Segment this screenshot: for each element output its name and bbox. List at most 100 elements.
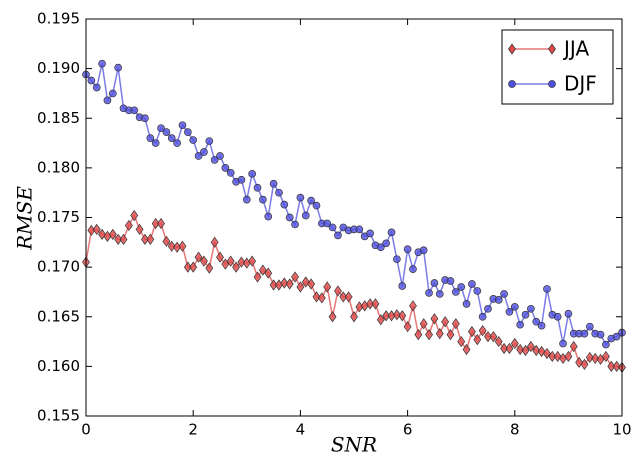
point <box>537 321 546 330</box>
point <box>301 276 310 288</box>
point <box>607 360 616 372</box>
x-tick-label: 2 <box>188 421 198 439</box>
point <box>280 277 289 289</box>
point <box>382 310 391 322</box>
point <box>130 209 139 222</box>
x-tick-label: 0 <box>81 421 91 439</box>
y-tick-label: 0.180 <box>37 158 80 176</box>
point <box>516 343 525 356</box>
x-tick-label: 4 <box>296 421 306 439</box>
point <box>360 300 369 312</box>
point <box>157 217 165 230</box>
point <box>371 298 380 310</box>
point <box>296 281 305 293</box>
point <box>403 245 412 254</box>
point <box>543 285 551 293</box>
point <box>414 329 423 341</box>
point <box>446 329 455 341</box>
point <box>280 200 289 209</box>
point <box>205 262 214 274</box>
point <box>376 243 385 252</box>
point <box>526 340 535 353</box>
point <box>451 318 460 330</box>
point <box>473 333 482 346</box>
legend-label: JJA <box>562 37 589 61</box>
point <box>462 299 471 308</box>
legend-marker <box>548 43 556 55</box>
point <box>264 267 273 279</box>
point <box>596 353 605 366</box>
point <box>237 175 246 184</box>
point <box>516 320 525 329</box>
point <box>505 342 514 355</box>
x-tick-label: 6 <box>403 421 413 439</box>
point <box>291 220 299 229</box>
point <box>226 255 235 267</box>
point <box>307 196 315 205</box>
point <box>494 296 503 304</box>
point <box>425 289 433 297</box>
legend-marker <box>508 80 516 88</box>
point <box>419 318 428 330</box>
y-tick-label: 0.190 <box>37 59 80 77</box>
point <box>178 240 187 252</box>
point <box>189 261 198 273</box>
point <box>403 321 412 333</box>
point <box>178 121 187 130</box>
point <box>141 114 149 123</box>
point <box>135 223 144 236</box>
point <box>194 152 203 160</box>
point <box>580 358 589 371</box>
point <box>242 257 251 269</box>
point <box>500 290 508 298</box>
x-tick-label: 10 <box>612 421 631 439</box>
point <box>334 231 342 240</box>
point <box>183 128 192 136</box>
point <box>430 279 439 287</box>
point <box>146 134 155 142</box>
point <box>146 233 155 245</box>
point <box>532 317 541 326</box>
point <box>553 312 562 321</box>
point <box>392 309 401 321</box>
point <box>216 251 224 263</box>
point <box>451 288 460 296</box>
point <box>339 291 348 303</box>
point <box>312 201 321 210</box>
legend-box <box>501 29 614 105</box>
point <box>543 347 551 360</box>
legend-marker <box>548 80 556 88</box>
point <box>124 219 133 232</box>
point <box>103 96 112 105</box>
point <box>98 59 106 68</box>
point <box>210 156 219 164</box>
point <box>355 225 364 234</box>
point <box>291 271 299 283</box>
point <box>323 281 332 293</box>
point <box>221 164 230 172</box>
point <box>269 179 278 188</box>
point <box>269 279 278 291</box>
point <box>435 328 444 340</box>
point <box>92 83 101 92</box>
plot-frame <box>85 18 623 417</box>
point <box>484 304 492 313</box>
y-tick-label: 0.160 <box>37 357 80 375</box>
point <box>612 332 621 341</box>
point <box>484 330 492 343</box>
point <box>350 311 358 323</box>
point <box>119 233 128 245</box>
point <box>98 228 107 240</box>
point <box>473 287 482 295</box>
point <box>130 106 139 115</box>
x-axis-label: SNR <box>331 433 377 457</box>
point <box>237 256 246 268</box>
point <box>409 300 417 312</box>
point <box>602 340 610 349</box>
point <box>242 195 251 204</box>
point <box>548 350 557 363</box>
y-tick-label: 0.175 <box>37 208 80 226</box>
point <box>585 351 594 364</box>
